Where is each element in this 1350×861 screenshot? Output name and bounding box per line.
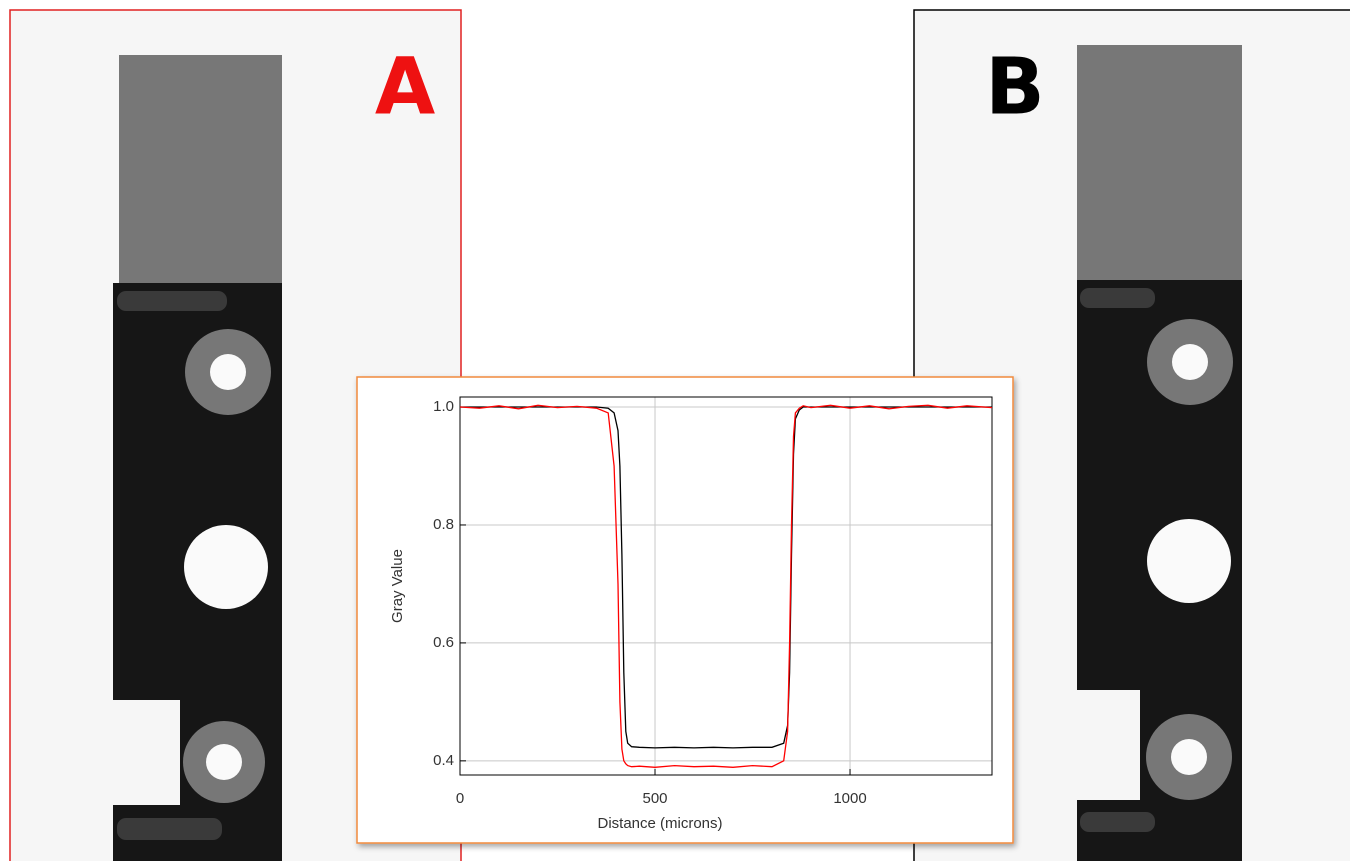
- x-tick-label: 0: [456, 790, 464, 807]
- panel-label: B: [985, 42, 1044, 132]
- shape: [184, 525, 268, 609]
- panel-label: A: [375, 42, 435, 132]
- shape: [1080, 812, 1155, 832]
- shape: [1171, 739, 1207, 775]
- y-axis-label: Gray Value: [389, 549, 406, 623]
- shape: [117, 291, 227, 311]
- data-line: [460, 406, 992, 749]
- x-tick-label: 1000: [833, 790, 866, 807]
- shape: [210, 354, 246, 390]
- shape: [1147, 519, 1231, 603]
- shape: [117, 818, 222, 840]
- shape: [119, 55, 282, 285]
- shape: [206, 744, 242, 780]
- y-tick-label: 0.8: [433, 516, 454, 533]
- y-tick-label: 1.0: [433, 398, 454, 415]
- chart: Distance (microns) Gray Value 0 500 1000 0.…: [389, 396, 993, 832]
- x-tick-label: 500: [642, 790, 667, 807]
- plot-frame: [459, 396, 993, 776]
- chart-box: [356, 376, 1014, 844]
- x-axis-label: Distance (microns): [597, 815, 722, 832]
- shape: [1077, 45, 1242, 281]
- data-line: [459, 404, 993, 768]
- shape: [1172, 344, 1208, 380]
- panel-b: B: [913, 9, 1350, 861]
- y-tick-label: 0.6: [433, 634, 454, 651]
- shape: [1080, 288, 1155, 308]
- y-tick-label: 0.4: [433, 752, 454, 769]
